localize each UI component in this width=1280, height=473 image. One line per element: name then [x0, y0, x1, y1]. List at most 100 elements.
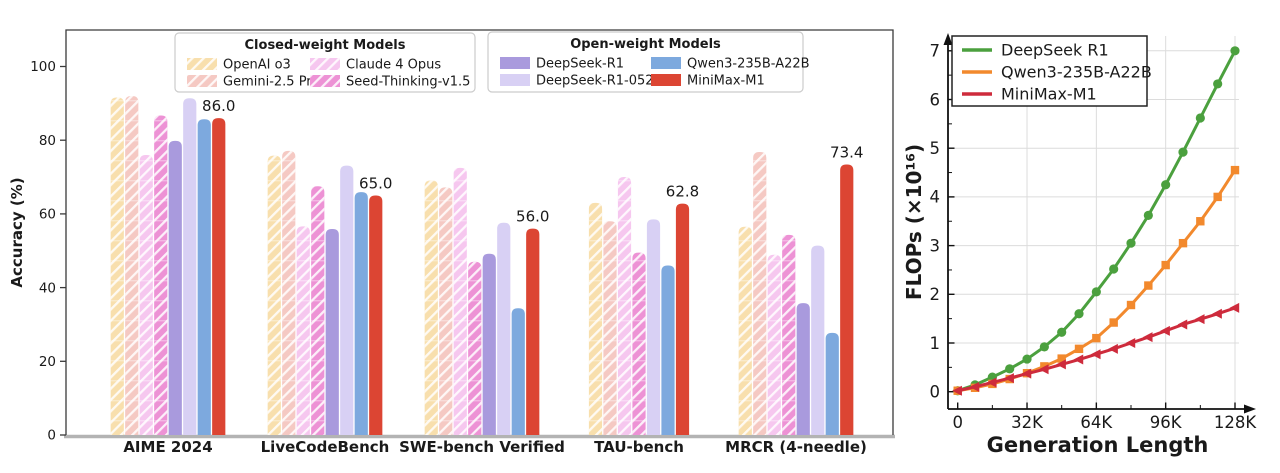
triangle-marker-icon	[1021, 368, 1032, 379]
square-marker-icon	[1126, 300, 1136, 310]
circle-marker-icon	[1230, 46, 1240, 56]
triangle-marker-icon	[1142, 332, 1153, 343]
y-axis-title: FLOPs (×10¹⁶)	[905, 144, 926, 300]
bar-minimax-m1-tau-bench	[675, 203, 690, 435]
legend-swatch-hatch	[310, 58, 340, 70]
bar-band-overlay	[468, 261, 482, 435]
legend-swatch-hatch	[187, 58, 217, 70]
legend-box	[487, 31, 804, 93]
y-tick-label: 20	[39, 354, 56, 370]
y-tick-label: 40	[39, 280, 56, 296]
legend-swatch-minimax-m1	[651, 74, 681, 86]
triangle-marker-icon	[1073, 354, 1084, 365]
value-label-livecodebench: 65.0	[359, 174, 392, 192]
legend-label-deepseek-r1: DeepSeek-R1	[536, 57, 624, 72]
square-marker-icon	[1040, 362, 1049, 371]
bar-deepseek-r1-aime-2024	[168, 140, 182, 435]
benchmark-bar-chart: 0 20 40 60 80 100 Accuracy (%) 86.0 AIME 2024 65.…	[8, 29, 895, 456]
square-marker-icon	[1178, 238, 1188, 248]
x-tick-label: 0	[952, 413, 963, 432]
legend-swatch-qwen3-235b-a22b	[651, 57, 681, 69]
bar-band-overlay	[632, 252, 646, 435]
bar-chart-axes	[64, 29, 895, 439]
y-tick-label: 1	[930, 334, 941, 353]
bar-qwen3-235b-a22b-mrcr-4-needle	[825, 332, 839, 435]
circle-marker-icon	[1074, 309, 1084, 319]
y-tick-label: 3	[930, 236, 941, 255]
bar-band-overlay	[282, 150, 296, 435]
y-tick-label: 100	[30, 59, 56, 75]
bar-deepseek-r1-0528-tau-bench	[646, 219, 661, 435]
circle-marker-icon	[1057, 327, 1067, 337]
value-label-aime-2024: 86.0	[202, 97, 235, 115]
category-label-livecodebench: LiveCodeBench	[261, 438, 390, 456]
bar-band-overlay	[139, 154, 153, 435]
legend-label-seed-thinking-v1-5: Seed-Thinking-v1.5	[346, 75, 470, 90]
bar-group-aime-2024: 86.0	[110, 95, 235, 436]
y-tick-label: 60	[39, 207, 56, 223]
y-tick-label: 4	[930, 188, 941, 207]
bar-deepseek-r1-0528-swe-bench-verified	[497, 222, 511, 435]
legend-label-minimax-m1: MiniMax-M1	[1001, 85, 1097, 104]
category-label-tau-bench: TAU-bench	[594, 438, 684, 456]
bar-band-overlay	[154, 115, 168, 435]
circle-marker-icon	[1126, 238, 1136, 248]
legend-label-gemini-2-5-pro: Gemini-2.5 Pro	[223, 75, 319, 90]
bar-band-overlay	[110, 97, 124, 435]
bar-band-overlay	[453, 167, 467, 435]
triangle-marker-icon	[1090, 349, 1101, 360]
triangle-marker-icon	[1056, 359, 1066, 370]
triangle-marker-icon	[1194, 314, 1205, 325]
legend-label-openai-o3: OpenAI o3	[223, 58, 291, 73]
legend-open-weight-models: Open-weight Models DeepSeek-R1 DeepSeek-R1…	[487, 31, 810, 93]
legend-label-qwen3-235b-a22b: Qwen3-235B-A22B	[1001, 63, 1152, 82]
bar-deepseek-r1-0528-mrcr-4-needle	[811, 245, 825, 435]
y-axis: 0 20 40 60 80 100 Accuracy (%)	[8, 59, 66, 444]
legend-swatch-hatch	[310, 75, 340, 87]
bar-band-overlay	[311, 186, 325, 435]
triangle-marker-icon	[1125, 338, 1136, 348]
y-tick-label: 0	[47, 428, 56, 444]
bar-deepseek-r1-0528-aime-2024	[183, 98, 197, 435]
legend-closed-weight-models: Closed-weight Models OpenAI o3 Gemini-2.5 …	[174, 32, 476, 93]
square-marker-icon	[1109, 318, 1118, 327]
bar-group-tau-bench: 62.8	[588, 177, 699, 436]
value-label-tau-bench: 62.8	[666, 183, 699, 201]
bar-band-overlay	[125, 95, 139, 435]
bar-deepseek-r1-0528-livecodebench	[340, 165, 354, 435]
bar-band-overlay	[424, 180, 438, 435]
circle-marker-icon	[1195, 113, 1205, 123]
triangle-marker-icon	[1229, 302, 1240, 313]
y-tick-label: 5	[930, 139, 941, 158]
x-axis-title: Generation Length	[987, 433, 1209, 457]
legend-title: Open-weight Models	[570, 37, 721, 52]
x-axis-arrow-icon	[1244, 404, 1256, 414]
bar-band-overlay	[738, 226, 752, 435]
bar-group-livecodebench: 65.0	[267, 150, 392, 435]
y-tick-label: 6	[930, 90, 941, 109]
bar-minimax-m1-livecodebench	[369, 195, 383, 435]
y-tick-label: 2	[930, 285, 941, 304]
legend-swatch-deepseek-r1	[500, 57, 530, 69]
square-marker-icon	[1230, 165, 1240, 175]
circle-marker-icon	[1091, 287, 1101, 297]
bar-qwen3-235b-a22b-tau-bench	[661, 265, 675, 435]
bar-deepseek-r1-swe-bench-verified	[482, 253, 496, 435]
square-marker-icon	[1196, 217, 1205, 226]
triangle-marker-icon	[1212, 308, 1222, 319]
bar-deepseek-r1-livecodebench	[325, 229, 339, 435]
triangle-marker-icon	[969, 381, 980, 392]
legend-label-deepseek-r1: DeepSeek R1	[1001, 41, 1109, 60]
category-label-aime-2024: AIME 2024	[123, 438, 212, 456]
bar-band-overlay	[782, 234, 796, 435]
legend-title: Closed-weight Models	[245, 38, 406, 53]
triangle-marker-icon	[1160, 325, 1170, 336]
bar-group-swe-bench-verified: 56.0	[424, 167, 549, 435]
bar-band-overlay	[588, 202, 603, 435]
triangle-marker-icon	[1038, 364, 1049, 375]
bar-band-overlay	[296, 226, 310, 435]
circle-marker-icon	[1109, 264, 1119, 274]
bar-band-overlay	[267, 155, 281, 435]
y-tick-label: 0	[930, 382, 941, 401]
